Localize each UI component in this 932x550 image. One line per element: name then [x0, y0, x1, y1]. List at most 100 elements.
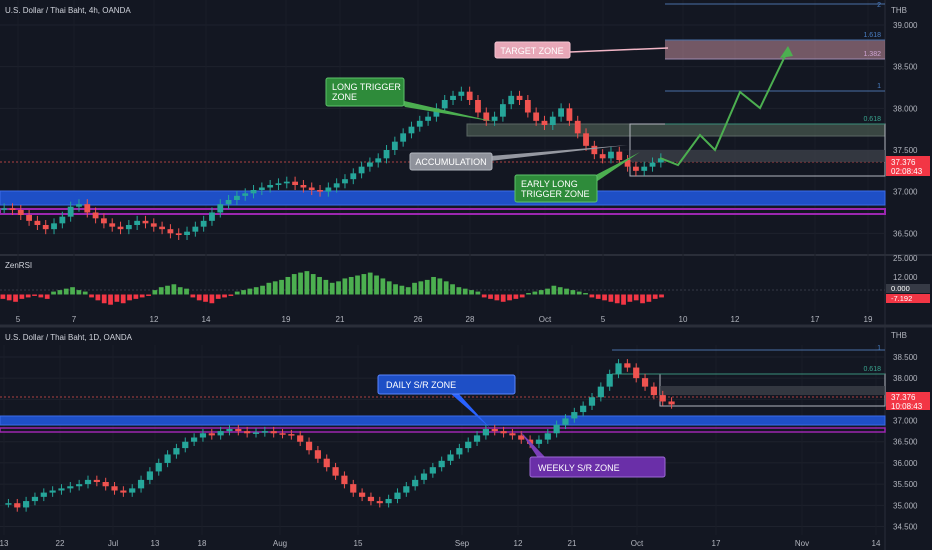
top-currency-label: THB [891, 6, 907, 15]
rsi-bar [190, 294, 196, 298]
rsi-y-tick-label: 12.000 [893, 273, 918, 282]
candle-body [173, 448, 180, 455]
candle-body [588, 397, 596, 406]
candle-body [535, 439, 543, 444]
candle-body [441, 100, 448, 109]
rsi-bar [595, 294, 601, 299]
rsi-bar [228, 294, 234, 296]
rsi-bar [272, 281, 278, 295]
x-tick-label: 10 [679, 315, 688, 324]
rsi-bar [57, 290, 63, 295]
rsi-bar [25, 294, 31, 298]
weekly-sr-label: WEEKLY S/R ZONE [538, 463, 620, 473]
x-tick-label: 13 [0, 539, 9, 548]
price-tag-bottom-value: 37.376 [891, 393, 916, 402]
bottom-fib-label-1: 1 [877, 345, 881, 352]
x-tick-label: 17 [712, 539, 721, 548]
candle-body [412, 479, 419, 487]
projection-path [659, 49, 789, 167]
candle-body [624, 363, 631, 368]
daily-sr-label: DAILY S/R ZONE [386, 380, 456, 390]
candle-body [624, 160, 631, 167]
candle-body [270, 431, 277, 434]
rsi-bar [456, 287, 462, 295]
candle-body [109, 223, 116, 227]
y-axis-top: 39.000 38.500 38.000 37.500 37.000 36.500 [893, 21, 918, 238]
rsi-bar [614, 294, 620, 304]
candle-body [429, 467, 436, 474]
rsi-bar [424, 279, 430, 295]
weekly-sr-label-box [529, 456, 666, 478]
rsi-bar [323, 279, 329, 295]
rsi-bar [44, 294, 50, 299]
candle-body [650, 386, 657, 396]
candle-body [583, 133, 589, 146]
candle-body [342, 179, 348, 184]
candle-body [76, 484, 83, 487]
candle-body [120, 490, 127, 493]
candle-body [608, 151, 614, 159]
rsi-bar [13, 294, 18, 302]
candle-body [233, 195, 240, 200]
candle-body [40, 492, 47, 497]
rsi-bar [234, 291, 240, 295]
candle-body [5, 503, 12, 505]
rsi-value: 0.000 [891, 284, 910, 293]
bottom-fib-label-0618: 0.618 [863, 366, 881, 373]
y-tick-label: 37.000 [893, 188, 918, 197]
candle-body [76, 204, 82, 207]
candle-body [288, 434, 295, 436]
y-tick-label: 37.000 [893, 417, 918, 426]
candle-body [465, 441, 472, 449]
candle-body [100, 218, 107, 224]
rsi-bar [32, 294, 37, 296]
candle-body [275, 183, 282, 185]
y-tick-label: 39.000 [893, 21, 918, 30]
candle-body [34, 220, 41, 225]
candle-body [182, 441, 189, 449]
price-tag-top-countdown: 02:08:43 [891, 167, 923, 176]
candle-body [375, 158, 382, 163]
rsi-bar [488, 294, 493, 299]
y-axis-rsi: 25.000 12.000 [893, 254, 918, 282]
candle-body [641, 166, 648, 171]
candle-body [524, 100, 531, 113]
candle-body [599, 154, 606, 159]
candle-body [142, 220, 149, 224]
candle-body [49, 490, 56, 493]
rsi-bar [215, 294, 221, 299]
candle-body [668, 401, 675, 405]
rsi-bar [247, 288, 253, 295]
rsi-histogram [0, 271, 664, 305]
candle-body [199, 433, 207, 438]
candle-body [333, 183, 340, 188]
candle-body [456, 448, 463, 455]
x-tick-label: 28 [466, 315, 475, 324]
rsi-bar [203, 294, 208, 302]
rsi-bar [652, 294, 658, 299]
rsi-bar [646, 294, 652, 302]
candle-body [558, 108, 565, 117]
rsi-bar [659, 294, 664, 298]
candle-body [394, 492, 401, 499]
x-tick-label: 19 [864, 315, 873, 324]
rsi-bar [526, 293, 531, 295]
x-tick-label: 5 [601, 315, 606, 324]
x-tick-label: 14 [872, 539, 881, 548]
candles-1d [5, 359, 675, 512]
rsi-bar [298, 272, 303, 295]
accumulation-label-box [409, 152, 493, 171]
rsi-bar [209, 294, 215, 304]
candle-body [562, 418, 569, 425]
candle-body [192, 226, 199, 232]
rsi-bar [399, 285, 405, 295]
fib-label-1382: 1.382 [863, 51, 881, 58]
candle-body [200, 220, 207, 227]
candles-4h [1, 86, 664, 240]
candle-body [159, 226, 166, 230]
candle-body [317, 190, 323, 192]
rsi-bar [583, 293, 588, 295]
x-tick-label: Oct [631, 539, 644, 548]
x-tick-label: 12 [514, 539, 523, 548]
accumulation-label: ACCUMULATION [415, 157, 486, 167]
